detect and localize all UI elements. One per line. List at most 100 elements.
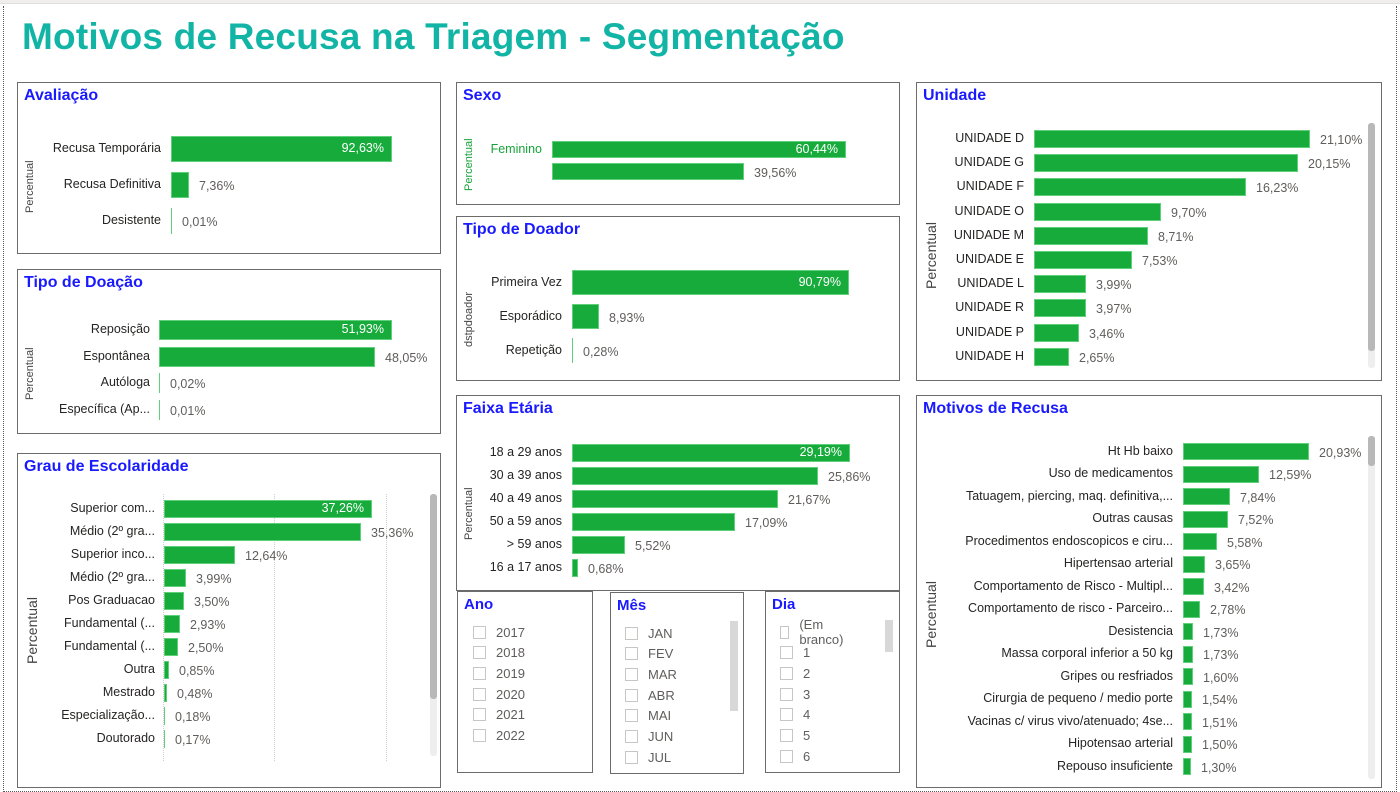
slicer-item[interactable]: 4 [780, 705, 810, 725]
chart-sexo[interactable]: Sexo Percentual Feminino 60,44% 39,56% [456, 82, 900, 205]
chart-unidade[interactable]: Unidade Percentual UNIDADE D 21,10% UNIDAD… [916, 82, 1382, 381]
vertical-scrollbar[interactable] [1368, 436, 1375, 779]
slicer-item[interactable]: 2020 [473, 684, 525, 704]
bar[interactable] [1183, 533, 1217, 550]
vertical-scrollbar[interactable] [1368, 123, 1375, 368]
bar[interactable] [164, 592, 184, 610]
bar[interactable] [1183, 713, 1192, 730]
bar[interactable] [1034, 347, 1069, 366]
slicer-item[interactable]: 2019 [473, 663, 525, 683]
checkbox[interactable] [780, 646, 793, 660]
slicer-item[interactable]: 2021 [473, 705, 525, 725]
checkbox[interactable] [780, 749, 793, 763]
bar[interactable] [159, 373, 160, 393]
slicer-item[interactable]: MAR [625, 664, 677, 684]
scrollbar-thumb[interactable] [430, 494, 437, 699]
checkbox[interactable] [625, 688, 638, 702]
bar[interactable] [572, 559, 578, 577]
slicer-item[interactable]: 3 [780, 684, 810, 704]
checkbox[interactable] [473, 646, 486, 660]
bar[interactable] [572, 338, 573, 363]
bar[interactable] [572, 270, 849, 295]
bar[interactable] [164, 546, 235, 564]
chart-avaliacao[interactable]: Avaliação Percentual Recusa Temporária 92… [17, 82, 441, 254]
checkbox[interactable] [780, 729, 793, 742]
bar[interactable] [164, 615, 180, 633]
checkbox[interactable] [780, 687, 793, 701]
checkbox[interactable] [780, 666, 793, 680]
bar[interactable] [1183, 465, 1259, 483]
bar[interactable] [1034, 178, 1246, 197]
bar[interactable] [572, 513, 735, 531]
checkbox[interactable] [780, 625, 790, 639]
slicer-scrollbar[interactable] [730, 621, 738, 711]
chart-grau-escolaridade[interactable]: Grau de Escolaridade Percentual Superior… [17, 453, 441, 788]
bar[interactable] [171, 172, 189, 198]
slicer-item[interactable]: 2017 [473, 622, 525, 642]
bar[interactable] [159, 399, 160, 420]
slicer-item[interactable]: 2018 [473, 643, 525, 663]
bar[interactable] [1183, 668, 1193, 685]
bar[interactable] [1034, 299, 1086, 318]
checkbox[interactable] [625, 667, 638, 681]
bar[interactable] [1183, 443, 1309, 460]
checkbox[interactable] [780, 708, 793, 722]
scrollbar-thumb[interactable] [1368, 123, 1375, 351]
slicer-item[interactable]: 2022 [473, 726, 525, 746]
slicer-item[interactable]: (Em branco) [780, 617, 847, 647]
bar[interactable] [1034, 226, 1148, 245]
bar[interactable] [1034, 323, 1079, 342]
slicer-item[interactable]: JAN [625, 623, 673, 643]
bar[interactable] [1183, 600, 1200, 618]
bar[interactable] [1183, 488, 1230, 505]
bar[interactable] [159, 346, 375, 367]
bar[interactable] [164, 661, 169, 679]
bar[interactable] [572, 490, 778, 508]
checkbox[interactable] [473, 687, 486, 701]
bar[interactable] [1183, 735, 1192, 753]
slicer-item[interactable]: 2 [780, 663, 810, 683]
bar[interactable] [1183, 510, 1228, 528]
slicer-item[interactable]: 6 [780, 746, 810, 766]
bar[interactable] [572, 467, 818, 485]
checkbox[interactable] [625, 730, 638, 743]
scrollbar-thumb[interactable] [1368, 436, 1375, 466]
bar[interactable] [552, 141, 846, 158]
bar[interactable] [572, 536, 625, 554]
checkbox[interactable] [473, 625, 486, 639]
bar[interactable] [164, 523, 361, 541]
slicer-item[interactable]: 1 [780, 643, 810, 663]
slicer-ano[interactable]: Ano 2017 2018 2019 2020 2021 2022 [457, 591, 593, 773]
bar[interactable] [1034, 154, 1298, 173]
slicer-mes[interactable]: Mês JAN FEV MAR ABR MAI JUN JUL [610, 592, 744, 774]
slicer-dia[interactable]: Dia (Em branco) 1 2 3 4 5 6 [765, 591, 900, 773]
slicer-item[interactable]: 5 [780, 726, 810, 746]
bar[interactable] [572, 304, 599, 329]
bar[interactable] [1034, 275, 1086, 294]
bar[interactable] [164, 684, 167, 702]
bar[interactable] [552, 163, 744, 180]
bar[interactable] [1183, 623, 1193, 640]
slicer-item[interactable]: JUL [625, 747, 671, 767]
checkbox[interactable] [473, 708, 486, 722]
slicer-item[interactable]: ABR [625, 685, 675, 705]
vertical-scrollbar[interactable] [430, 494, 437, 756]
chart-motivos-recusa[interactable]: Motivos de Recusa Percentual Ht Hb baixo… [916, 395, 1382, 788]
bar[interactable] [164, 500, 372, 518]
checkbox[interactable] [625, 709, 638, 723]
bar[interactable] [164, 707, 165, 725]
bar[interactable] [1034, 202, 1161, 221]
bar[interactable] [164, 569, 186, 587]
bar[interactable] [572, 444, 850, 462]
checkbox[interactable] [625, 626, 638, 640]
bar[interactable] [1183, 578, 1204, 595]
checkbox[interactable] [473, 666, 486, 680]
bar[interactable] [1183, 555, 1205, 573]
slicer-item[interactable]: FEV [625, 644, 673, 664]
bar[interactable] [1034, 251, 1132, 269]
bar[interactable] [1183, 645, 1193, 663]
checkbox[interactable] [625, 647, 638, 661]
chart-tipo-doacao[interactable]: Tipo de Doação Percentual Reposição 51,93… [17, 269, 441, 434]
bar[interactable] [1034, 130, 1310, 148]
bar[interactable] [159, 320, 392, 340]
